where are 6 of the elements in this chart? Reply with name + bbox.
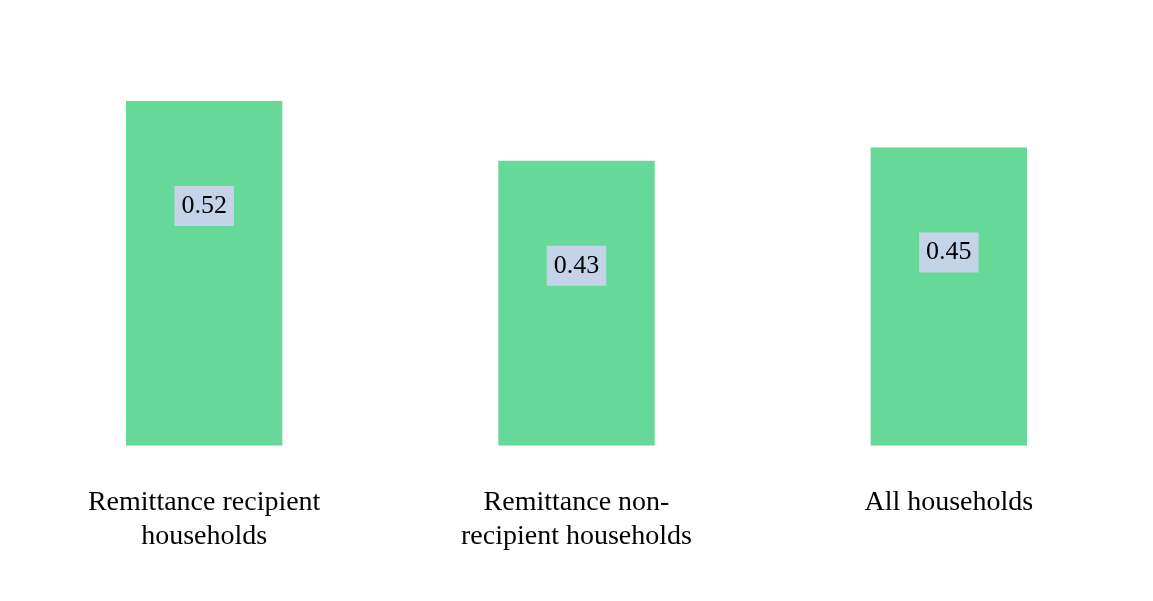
data-label: 0.45 bbox=[926, 236, 972, 266]
data-label: 0.52 bbox=[181, 189, 227, 219]
x-tick-label: Remittance non-recipient households bbox=[461, 484, 692, 550]
data-label: 0.43 bbox=[553, 249, 600, 279]
x-tick-label: Remittance recipient households bbox=[87, 484, 321, 550]
x-tick-label: All households bbox=[864, 484, 1034, 516]
